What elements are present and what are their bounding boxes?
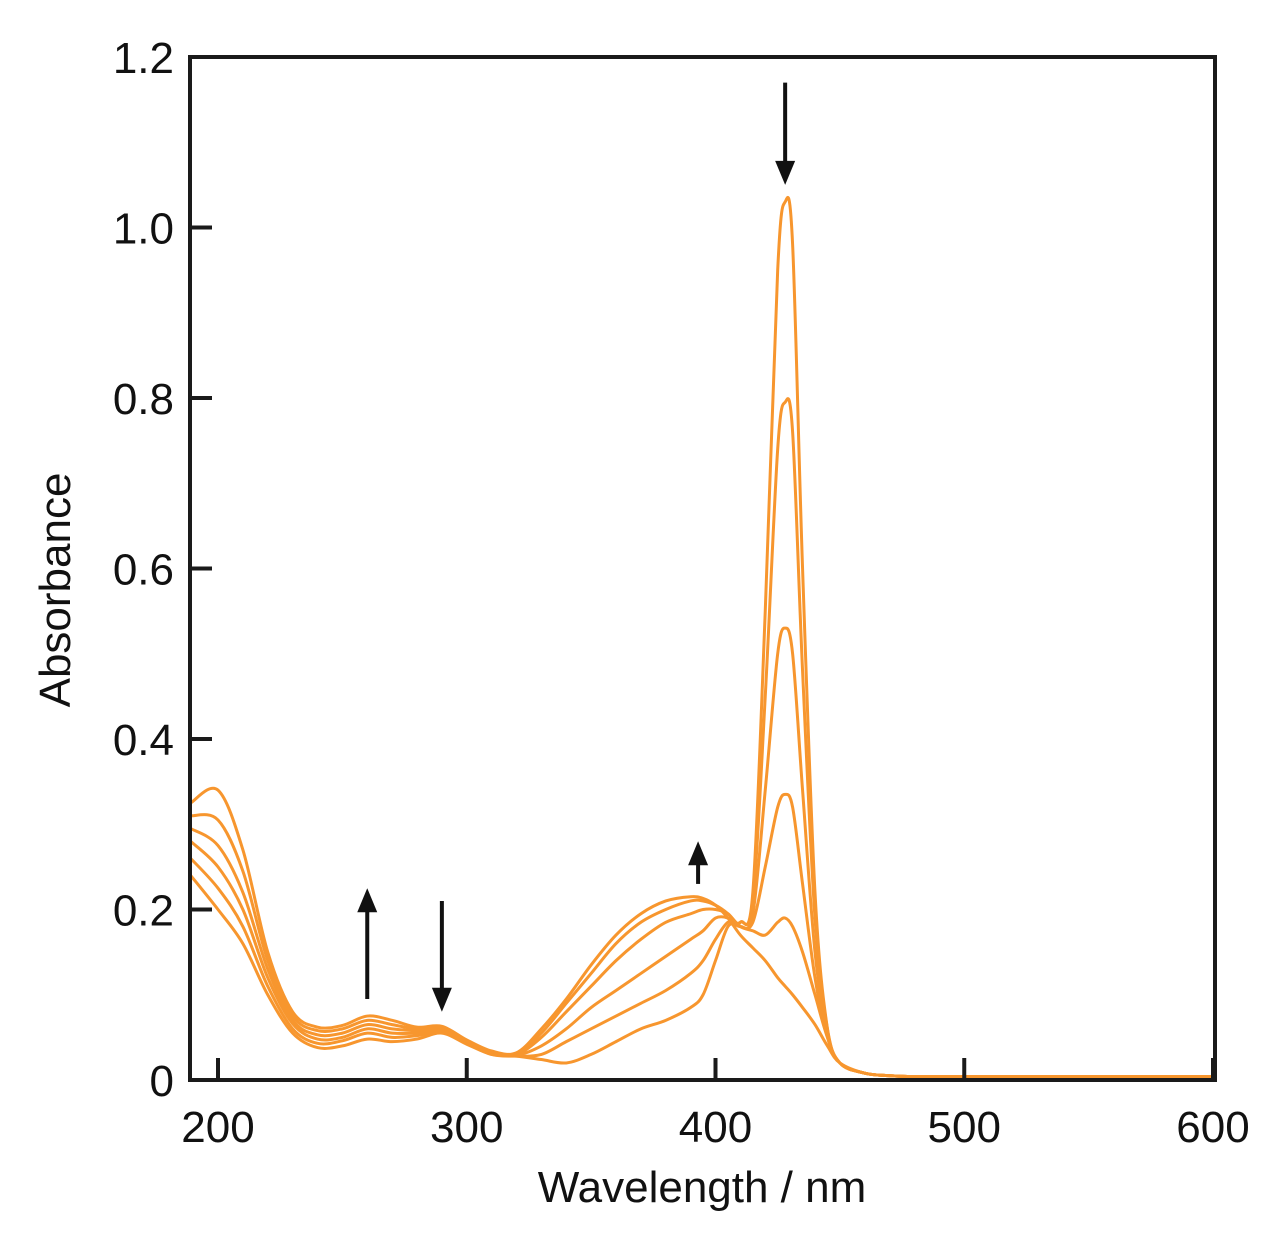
arrow-down-icon — [431, 900, 452, 1012]
x-tick-label: 500 — [928, 1103, 1001, 1152]
spectrum-line-6 — [189, 786, 1213, 1079]
arrow-up-icon — [688, 841, 709, 884]
x-axis-ticks: 200 300 400 500 600 — [181, 1058, 1250, 1152]
y-axis-title: Absorbance — [31, 473, 80, 708]
spectrum-line-4 — [189, 792, 1213, 1079]
spectrum-line-1 — [189, 196, 1213, 1079]
y-tick-label: 0.6 — [113, 546, 174, 595]
arrow-up-icon — [357, 888, 378, 1000]
annotation-arrows — [357, 82, 796, 1012]
plot-frame — [188, 55, 1217, 1082]
y-tick-label: 1.2 — [113, 34, 174, 83]
y-axis-ticks: 0 0.2 0.4 0.6 0.8 1.0 1.2 — [113, 34, 212, 1106]
y-tick-label: 0.2 — [113, 887, 174, 936]
x-axis-title: Wavelength / nm — [538, 1163, 867, 1212]
x-tick-label: 400 — [679, 1103, 752, 1152]
y-tick-label: 0 — [150, 1057, 174, 1106]
spectra-curves — [189, 196, 1213, 1079]
spectrum-line-2 — [189, 397, 1213, 1079]
x-tick-label: 200 — [181, 1103, 254, 1152]
y-tick-label: 0.4 — [113, 716, 174, 765]
y-tick-label: 1.0 — [113, 205, 174, 254]
x-tick-label: 300 — [430, 1103, 503, 1152]
y-tick-label: 0.8 — [113, 375, 174, 424]
arrow-down-icon — [775, 82, 796, 185]
x-tick-label: 600 — [1176, 1103, 1249, 1152]
